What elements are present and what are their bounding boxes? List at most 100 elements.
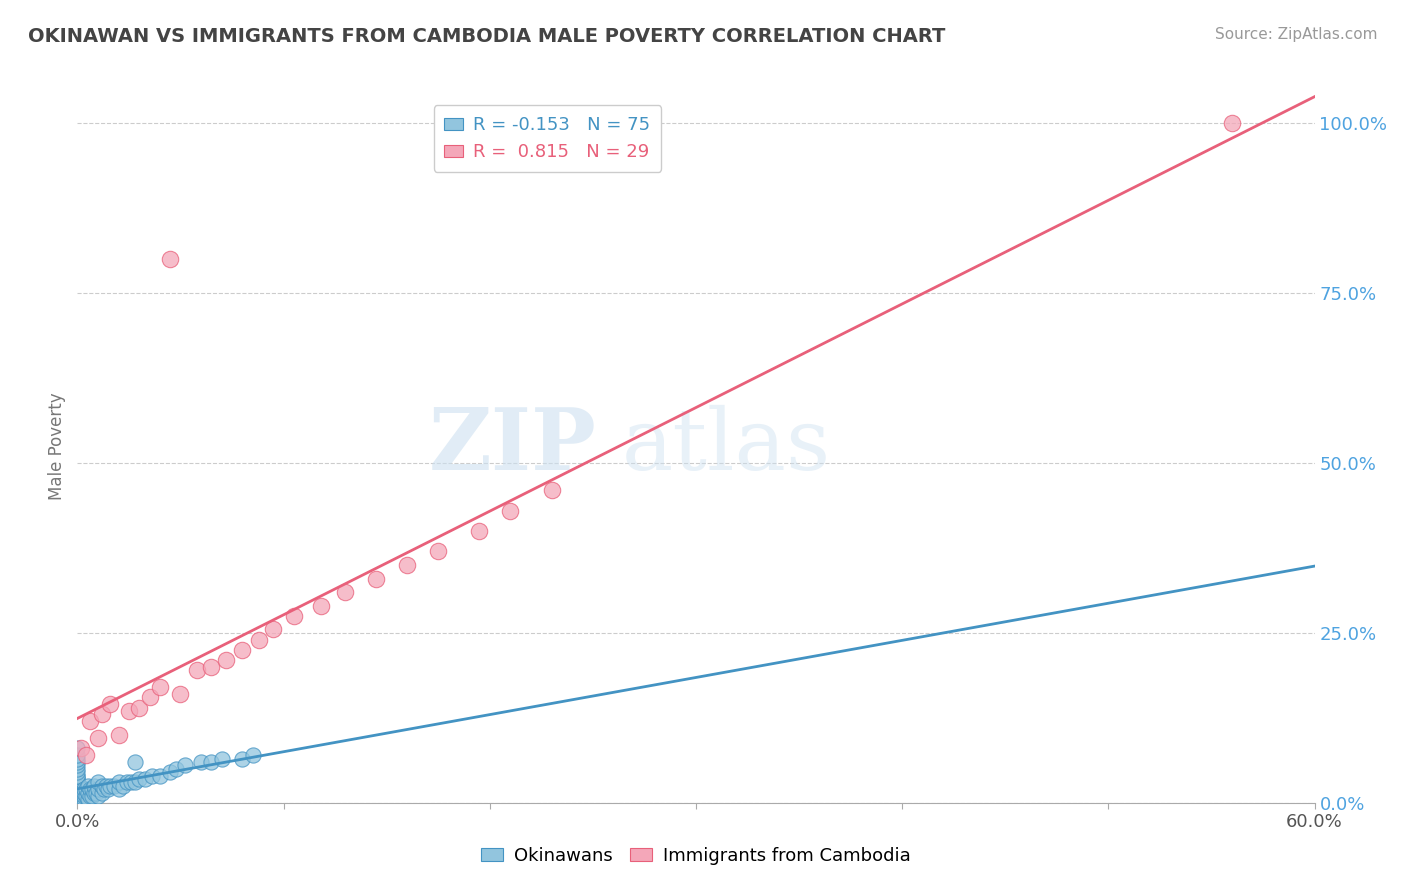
Point [124, 755, 146, 769]
Point [66, 775, 89, 789]
Point [66, 779, 89, 793]
Point [76, 792, 98, 806]
Point [215, 653, 238, 667]
Point [66, 789, 89, 803]
Point [134, 772, 156, 786]
Point [427, 544, 450, 558]
Point [115, 775, 138, 789]
Point [366, 572, 388, 586]
Point [79, 714, 101, 729]
Point [173, 758, 195, 772]
Point [83, 786, 105, 800]
Point [66, 741, 89, 756]
Point [66, 779, 89, 793]
Point [1220, 116, 1243, 130]
Point [87, 789, 110, 803]
Point [75, 782, 97, 797]
Point [231, 751, 253, 765]
Text: OKINAWAN VS IMMIGRANTS FROM CAMBODIA MALE POVERTY CORRELATION CHART: OKINAWAN VS IMMIGRANTS FROM CAMBODIA MAL… [28, 27, 945, 45]
Point [283, 608, 305, 623]
Point [72, 792, 94, 806]
Point [262, 623, 284, 637]
Point [190, 755, 212, 769]
Point [66, 796, 89, 810]
Point [468, 524, 491, 538]
Point [66, 765, 89, 780]
Point [80, 782, 103, 797]
Point [66, 775, 89, 789]
Point [87, 782, 110, 797]
Point [87, 731, 110, 746]
Point [91, 786, 114, 800]
Point [66, 796, 89, 810]
Point [98, 779, 121, 793]
Point [76, 779, 98, 793]
Point [124, 775, 146, 789]
Point [98, 698, 121, 712]
Point [91, 707, 114, 722]
Text: ZIP: ZIP [429, 404, 598, 488]
Point [83, 779, 105, 793]
Point [66, 751, 89, 765]
Point [66, 782, 89, 797]
Point [66, 792, 89, 806]
Point [118, 704, 141, 718]
Point [66, 796, 89, 810]
Point [499, 503, 522, 517]
Point [103, 779, 125, 793]
Point [200, 755, 222, 769]
Point [159, 252, 181, 266]
Point [70, 741, 93, 756]
Point [72, 786, 94, 800]
Point [107, 728, 129, 742]
Point [107, 775, 129, 789]
Point [79, 789, 101, 803]
Point [231, 643, 253, 657]
Point [186, 663, 208, 677]
Point [66, 748, 89, 763]
Point [247, 632, 270, 647]
Point [66, 769, 89, 783]
Point [93, 782, 115, 797]
Point [242, 748, 264, 763]
Point [87, 775, 110, 789]
Point [335, 585, 357, 599]
Point [66, 755, 89, 769]
Point [96, 779, 118, 793]
Point [396, 558, 419, 572]
Point [66, 758, 89, 772]
Y-axis label: Male Poverty: Male Poverty [48, 392, 66, 500]
Point [66, 772, 89, 786]
Point [211, 751, 233, 765]
Point [159, 765, 181, 780]
Point [107, 782, 129, 797]
Point [66, 762, 89, 776]
Point [309, 599, 332, 613]
Point [80, 789, 103, 803]
Point [84, 786, 107, 800]
Point [66, 796, 89, 810]
Point [149, 769, 172, 783]
Point [97, 782, 120, 797]
Point [66, 796, 89, 810]
Point [128, 700, 150, 714]
Point [72, 782, 94, 797]
Point [66, 789, 89, 803]
Point [149, 680, 172, 694]
Point [169, 687, 191, 701]
Point [120, 775, 142, 789]
Point [66, 792, 89, 806]
Point [72, 789, 94, 803]
Point [128, 772, 150, 786]
Point [79, 782, 101, 797]
Point [138, 690, 160, 705]
Point [66, 792, 89, 806]
Point [91, 779, 114, 793]
Point [165, 762, 187, 776]
Point [200, 660, 222, 674]
Point [66, 769, 89, 783]
Point [66, 786, 89, 800]
Point [540, 483, 562, 498]
Point [66, 772, 89, 786]
Text: atlas: atlas [621, 404, 831, 488]
